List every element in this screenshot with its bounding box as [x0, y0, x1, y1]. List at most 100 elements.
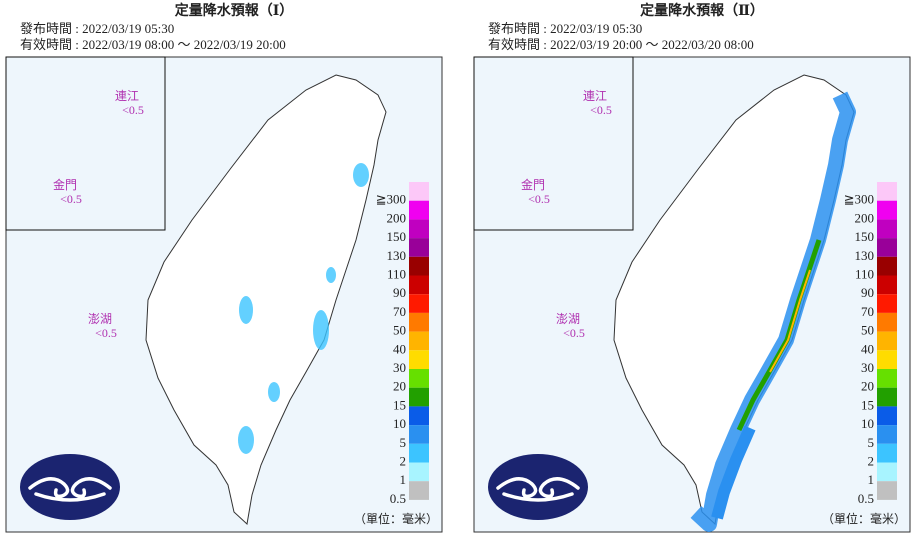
legend-swatch — [877, 350, 897, 369]
legend-label: 5 — [400, 435, 407, 450]
legend-label: 5 — [868, 435, 875, 450]
legend-swatch — [877, 200, 897, 220]
rain-area — [239, 296, 253, 324]
region-name: 澎湖 — [556, 311, 580, 326]
legend-swatch — [409, 256, 429, 276]
legend-label: 15 — [393, 397, 406, 412]
legend-swatch — [409, 481, 429, 500]
rain-area — [769, 269, 811, 373]
rain-area — [268, 382, 280, 402]
region-name: 金門 — [521, 177, 545, 192]
issue-time: 發布時間 : 2022/03/19 05:30 — [488, 21, 642, 36]
legend-label: 70 — [861, 304, 874, 319]
legend-label: 110 — [387, 266, 406, 281]
legend-swatch — [409, 238, 429, 257]
legend-swatch — [877, 425, 897, 444]
legend-swatch — [877, 294, 897, 313]
legend-swatch — [409, 462, 429, 482]
legend-label: 130 — [387, 248, 407, 263]
legend-swatch — [409, 369, 429, 388]
legend-swatch — [409, 275, 429, 295]
inset-frame — [5, 56, 166, 231]
legend-label: ≧300 — [376, 192, 406, 207]
legend-label: 130 — [855, 248, 875, 263]
legend-label: 0.5 — [858, 491, 874, 506]
legend-swatch — [877, 369, 897, 388]
region-name: 連江 — [583, 89, 607, 103]
legend-swatch — [409, 200, 429, 220]
legend-swatch — [409, 406, 429, 426]
legend-label: 90 — [393, 285, 406, 300]
legend-label: 40 — [861, 341, 874, 356]
region-name: 澎湖 — [88, 311, 112, 326]
legend-label: 50 — [393, 323, 406, 338]
legend-label: 2 — [868, 453, 875, 468]
legend-swatch — [409, 331, 429, 351]
rain-area — [238, 426, 254, 454]
rain-area — [353, 163, 369, 187]
inset-frame — [473, 56, 634, 231]
legend-swatch — [409, 443, 429, 463]
agency-logo-swirl — [28, 477, 112, 502]
legend-label: ≧300 — [844, 192, 874, 207]
legend-swatch — [877, 462, 897, 482]
agency-logo — [20, 454, 120, 520]
legend-swatch — [877, 481, 897, 500]
legend-swatch — [409, 350, 429, 369]
legend-swatch — [877, 256, 897, 276]
legend-label: 2 — [400, 453, 407, 468]
legend-label: 50 — [861, 323, 874, 338]
legend-label: 70 — [393, 304, 406, 319]
legend-label: 30 — [861, 360, 874, 375]
legend-swatch — [877, 312, 897, 332]
legend-label: 10 — [393, 416, 406, 431]
legend-swatch — [877, 238, 897, 257]
legend-label: 40 — [393, 341, 406, 356]
region-value: <0.5 — [563, 326, 585, 340]
legend-swatch — [877, 331, 897, 351]
legend-label: 1 — [868, 472, 875, 487]
region-value: <0.5 — [95, 326, 117, 340]
legend-label: 10 — [861, 416, 874, 431]
legend-swatch — [877, 406, 897, 426]
legend-label: 200 — [387, 210, 407, 225]
legend-label: 15 — [861, 397, 874, 412]
legend-label: 20 — [393, 379, 406, 394]
agency-logo — [488, 454, 588, 520]
legend-label: 20 — [861, 379, 874, 394]
panel-title: 定量降水預報（Ⅱ） — [640, 2, 764, 19]
legend-swatch — [409, 387, 429, 407]
legend-label: 150 — [387, 229, 407, 244]
legend-label: 30 — [393, 360, 406, 375]
legend-swatch — [409, 312, 429, 332]
rain-area — [711, 425, 756, 520]
legend-label: 110 — [855, 266, 874, 281]
legend-swatch — [409, 182, 429, 201]
unit-label: （單位：毫米） — [354, 511, 438, 526]
island-outline — [145, 74, 387, 525]
region-value: <0.5 — [528, 192, 550, 206]
unit-label: （單位：毫米） — [822, 511, 906, 526]
valid-time: 有效時間 : 2022/03/19 08:00 ～ 2022/03/19 20:… — [20, 37, 286, 52]
legend-swatch — [877, 182, 897, 201]
legend-swatch — [409, 294, 429, 313]
legend-swatch — [877, 275, 897, 295]
legend-label: 200 — [855, 210, 875, 225]
region-name: 金門 — [53, 177, 77, 192]
region-value: <0.5 — [590, 103, 612, 117]
rain-area — [326, 267, 336, 283]
region-value: <0.5 — [122, 103, 144, 117]
legend-label: 1 — [400, 472, 407, 487]
legend-swatch — [877, 443, 897, 463]
legend-swatch — [409, 219, 429, 239]
agency-logo-swirl — [496, 477, 580, 502]
valid-time: 有效時間 : 2022/03/19 20:00 ～ 2022/03/20 08:… — [488, 37, 754, 52]
issue-time: 發布時間 : 2022/03/19 05:30 — [20, 21, 174, 36]
legend-label: 0.5 — [390, 491, 406, 506]
legend-label: 150 — [855, 229, 875, 244]
region-value: <0.5 — [60, 192, 82, 206]
legend-label: 90 — [861, 285, 874, 300]
legend-swatch — [877, 387, 897, 407]
